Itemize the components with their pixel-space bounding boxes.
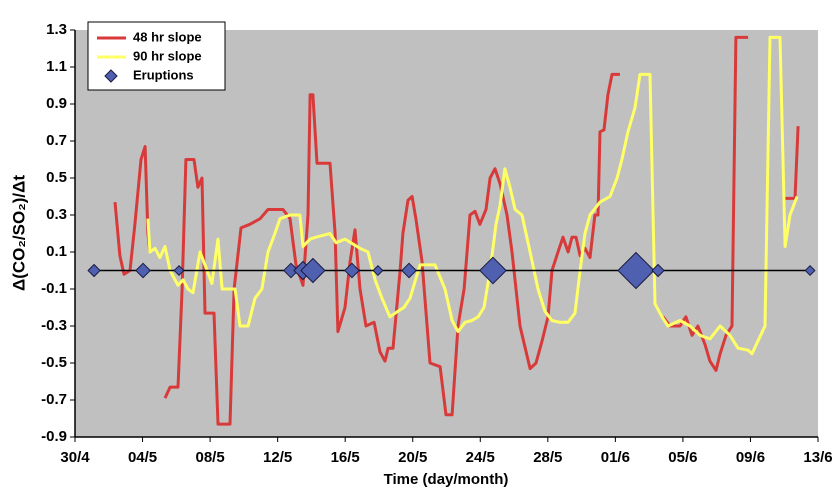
eruption-marker bbox=[479, 256, 507, 285]
x-axis-label: Time (day/month) bbox=[384, 471, 509, 488]
y-tick-label: -0.1 bbox=[41, 280, 67, 297]
legend-label: Eruptions bbox=[133, 67, 194, 82]
y-tick-label: 0.5 bbox=[46, 169, 67, 186]
x-tick-label: 01/6 bbox=[601, 449, 630, 466]
eruption-marker bbox=[87, 263, 101, 278]
eruption-marker bbox=[804, 264, 816, 277]
y-axis-label: Δ(CO₂/SO₂)/Δt bbox=[9, 175, 28, 291]
legend-label: 48 hr slope bbox=[133, 29, 202, 44]
x-tick-label: 13/6 bbox=[803, 449, 832, 466]
y-tick-label: -0.7 bbox=[41, 391, 67, 408]
x-tick-label: 09/6 bbox=[736, 449, 765, 466]
series-line bbox=[113, 35, 800, 426]
legend-marker bbox=[104, 69, 118, 83]
x-tick-label: 24/5 bbox=[466, 449, 495, 466]
y-tick-label: 1.1 bbox=[46, 58, 67, 75]
y-tick-label: 1.3 bbox=[46, 21, 67, 38]
x-tick-label: 05/6 bbox=[668, 449, 697, 466]
plot-area bbox=[75, 30, 818, 437]
x-tick-label: 20/5 bbox=[398, 449, 427, 466]
y-tick-label: 0.9 bbox=[46, 95, 67, 112]
y-tick-label: -0.3 bbox=[41, 317, 67, 334]
eruption-marker bbox=[173, 264, 185, 277]
eruption-marker bbox=[617, 251, 655, 290]
y-tick-label: 0.1 bbox=[46, 243, 67, 260]
eruption-marker bbox=[651, 263, 665, 278]
legend-label: 90 hr slope bbox=[133, 48, 202, 63]
y-tick-label: -0.9 bbox=[41, 428, 67, 445]
eruption-marker bbox=[135, 262, 151, 279]
x-tick-label: 16/5 bbox=[331, 449, 360, 466]
series-line bbox=[146, 35, 799, 356]
x-tick-label: 28/5 bbox=[533, 449, 562, 466]
eruption-marker bbox=[372, 264, 384, 277]
x-tick-label: 08/5 bbox=[195, 449, 224, 466]
y-tick-label: -0.5 bbox=[41, 354, 67, 371]
x-tick-label: 12/5 bbox=[263, 449, 292, 466]
y-tick-label: 0.3 bbox=[46, 206, 67, 223]
eruption-marker bbox=[344, 262, 360, 279]
eruption-marker bbox=[300, 257, 326, 284]
y-tick-label: 0.7 bbox=[46, 132, 67, 149]
legend: 48 hr slope 90 hr slope Eruptions bbox=[87, 21, 226, 91]
x-tick-label: 30/4 bbox=[60, 449, 90, 466]
eruption-marker bbox=[401, 262, 417, 279]
x-tick-label: 04/5 bbox=[128, 449, 157, 466]
